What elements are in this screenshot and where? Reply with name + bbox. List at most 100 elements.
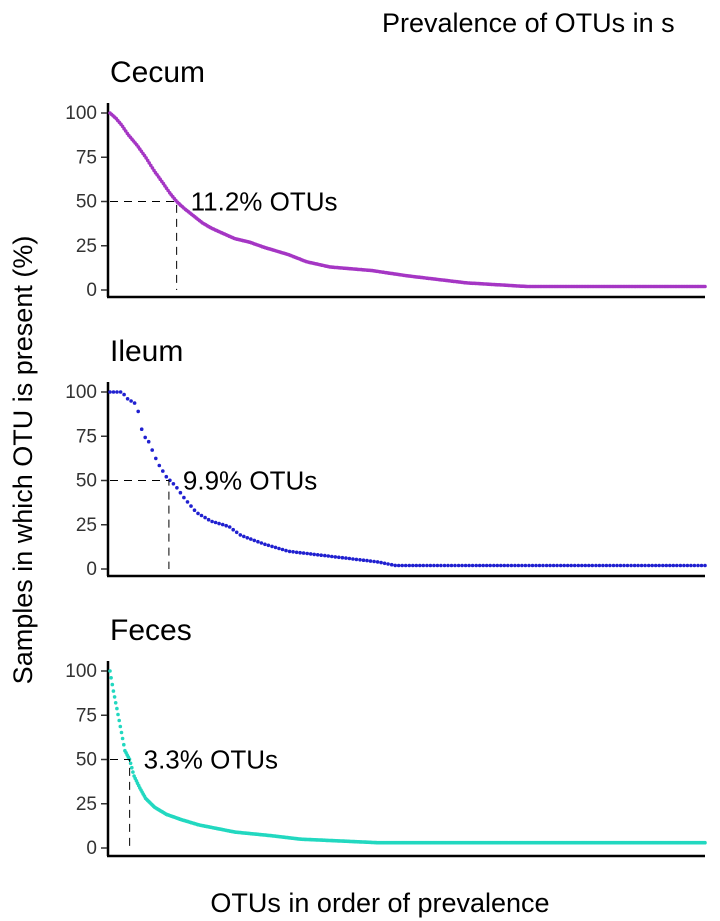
data-point — [632, 563, 637, 568]
data-point — [206, 517, 211, 522]
y-tick-label: 75 — [76, 426, 97, 447]
data-point — [116, 712, 120, 717]
data-point — [305, 551, 310, 556]
data-point — [113, 701, 118, 705]
data-point — [150, 448, 154, 452]
y-axis-title: Samples in which OTU is present (%) — [8, 236, 38, 685]
data-point — [203, 515, 207, 520]
data-point — [125, 397, 130, 401]
threshold-guide — [110, 480, 170, 569]
data-point — [301, 551, 306, 555]
data-point — [703, 840, 707, 845]
data-point — [675, 563, 679, 568]
data-point — [587, 563, 591, 568]
data-point — [115, 706, 119, 711]
panel-title: Ileum — [110, 335, 183, 368]
data-point — [520, 563, 524, 568]
data-point — [646, 563, 651, 568]
data-point — [565, 563, 570, 568]
panel-feces: Feces 0 25 50 75 100 3.3% OTUs — [65, 614, 707, 859]
data-point — [625, 563, 630, 568]
data-point — [312, 552, 317, 557]
data-point — [308, 552, 313, 556]
data-point — [537, 563, 542, 568]
data-point — [629, 563, 633, 568]
data-point — [139, 427, 144, 432]
data-point — [580, 563, 584, 568]
data-point — [403, 563, 408, 568]
data-point — [245, 536, 250, 540]
data-point — [523, 563, 528, 568]
data-point — [685, 563, 690, 568]
x-axis-title: OTUs in order of prevalence — [210, 888, 549, 918]
data-point — [611, 563, 616, 568]
data-point — [242, 534, 246, 539]
data-point — [411, 563, 415, 568]
data-point — [143, 435, 147, 440]
panel-cecum: Cecum 0 25 50 75 100 11.2% OTUs — [65, 56, 707, 301]
data-point — [541, 563, 545, 568]
data-point — [622, 563, 626, 568]
data-points — [108, 390, 707, 568]
data-point — [129, 399, 133, 403]
data-point — [128, 761, 133, 766]
data-point — [344, 556, 348, 560]
data-point — [484, 563, 489, 568]
data-point — [326, 554, 331, 558]
y-tick-label: 50 — [76, 192, 97, 213]
data-point — [122, 742, 126, 747]
data-point — [594, 563, 598, 568]
data-point — [171, 482, 176, 486]
data-point — [703, 563, 707, 568]
data-point — [389, 562, 394, 567]
data-point — [393, 563, 398, 568]
data-point — [516, 563, 521, 568]
y-tick-label: 100 — [65, 103, 97, 124]
data-point — [555, 563, 559, 568]
data-point — [224, 523, 228, 528]
y-tick-label: 100 — [65, 661, 97, 682]
data-point — [273, 545, 278, 550]
y-tick-label: 75 — [76, 705, 97, 726]
data-point — [192, 508, 197, 512]
data-point — [119, 730, 124, 735]
data-point — [337, 555, 341, 560]
data-point — [354, 557, 359, 562]
data-point — [386, 562, 390, 566]
y-tick-label: 0 — [86, 838, 97, 859]
data-point — [178, 490, 183, 495]
data-point — [432, 563, 436, 568]
data-point — [608, 563, 612, 568]
data-point — [238, 533, 243, 537]
threshold-guide — [110, 201, 178, 290]
data-point — [284, 548, 288, 553]
data-point — [132, 401, 137, 405]
data-point — [118, 390, 123, 394]
y-tick-label: 75 — [76, 147, 97, 168]
data-point — [108, 390, 112, 394]
data-point — [323, 553, 327, 558]
data-point — [108, 669, 112, 673]
data-point — [601, 563, 605, 568]
data-point — [495, 563, 500, 568]
data-point — [131, 770, 135, 774]
data-point — [234, 530, 239, 535]
data-point — [319, 553, 324, 557]
data-point — [340, 555, 345, 560]
y-tick-label: 25 — [76, 794, 97, 815]
data-point — [227, 525, 232, 529]
data-point — [530, 563, 535, 568]
threshold-annotation: 3.3% OTUs — [144, 745, 278, 775]
y-tick-label: 25 — [76, 515, 97, 536]
data-point — [653, 563, 658, 568]
panel-title: Cecum — [110, 56, 205, 89]
data-point — [294, 550, 299, 555]
data-point — [199, 513, 204, 518]
data-point — [703, 284, 707, 289]
data-point — [109, 676, 113, 680]
data-point — [678, 563, 683, 568]
data-point — [196, 511, 200, 516]
data-point — [576, 563, 581, 568]
data-point — [111, 390, 116, 394]
data-point — [414, 563, 419, 568]
